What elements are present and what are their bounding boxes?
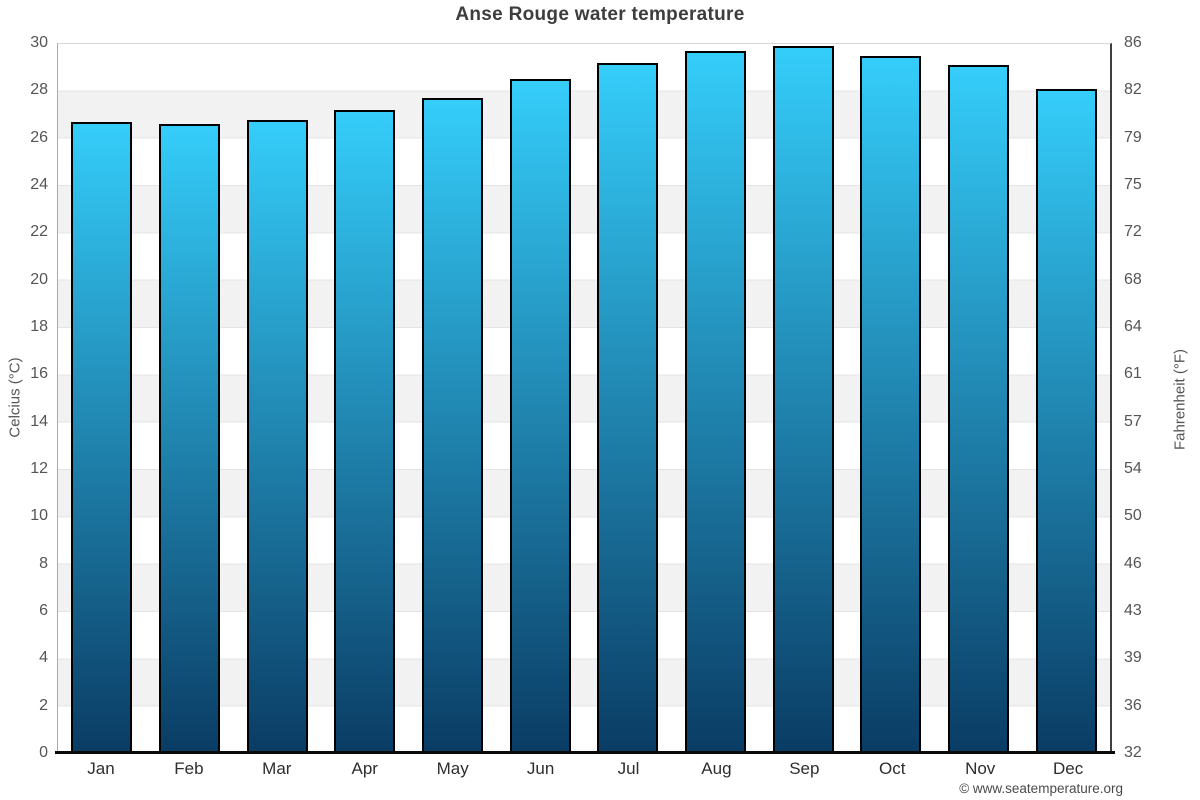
bar-jan[interactable] <box>71 122 133 753</box>
x-axis-line <box>55 751 1115 754</box>
y-tick-celsius-0: 0 <box>39 744 48 761</box>
y-tick-fahrenheit-32: 32 <box>1124 744 1142 761</box>
y-tick-celsius-24: 24 <box>30 176 48 193</box>
bar-mar[interactable] <box>246 119 308 753</box>
bar-aug[interactable] <box>684 51 746 753</box>
bar-feb[interactable] <box>158 124 220 753</box>
y-tick-celsius-10: 10 <box>30 507 48 525</box>
bar-jul[interactable] <box>597 62 659 753</box>
x-tick-apr: Apr <box>351 759 378 778</box>
x-tick-jan: Jan <box>87 759 115 778</box>
y-tick-celsius-6: 6 <box>39 602 48 619</box>
y-tick-fahrenheit-43: 43 <box>1124 602 1142 619</box>
y-tick-celsius-4: 4 <box>39 649 48 667</box>
x-tick-dec: Dec <box>1052 759 1084 778</box>
y-tick-fahrenheit-75: 75 <box>1124 176 1142 193</box>
bar-oct[interactable] <box>860 55 922 753</box>
y-tick-fahrenheit-54: 54 <box>1124 460 1142 477</box>
x-tick-feb: Feb <box>174 759 204 778</box>
y-tick-celsius-8: 8 <box>39 554 48 572</box>
y-tick-celsius-22: 22 <box>30 223 48 241</box>
y-tick-fahrenheit-82: 82 <box>1124 81 1142 99</box>
y-tick-fahrenheit-36: 36 <box>1124 696 1142 714</box>
y-tick-fahrenheit-57: 57 <box>1124 412 1142 430</box>
x-tick-oct: Oct <box>879 759 906 778</box>
y-tick-celsius-2: 2 <box>39 696 48 714</box>
y-tick-fahrenheit-50: 50 <box>1124 507 1142 525</box>
bar-sep[interactable] <box>772 46 834 753</box>
x-tick-nov: Nov <box>965 759 996 778</box>
y-tick-celsius-20: 20 <box>30 270 48 288</box>
y-tick-celsius-16: 16 <box>30 365 48 383</box>
y-tick-celsius-14: 14 <box>30 412 48 430</box>
x-tick-sep: Sep <box>789 759 820 778</box>
bar-dec[interactable] <box>1035 88 1097 753</box>
y-tick-fahrenheit-68: 68 <box>1124 270 1142 288</box>
y-tick-celsius-12: 12 <box>30 460 48 477</box>
x-tick-may: May <box>436 759 469 778</box>
y-tick-celsius-28: 28 <box>30 81 48 99</box>
bar-jun[interactable] <box>509 79 571 753</box>
y-tick-celsius-26: 26 <box>30 128 48 146</box>
y-tick-fahrenheit-86: 86 <box>1124 34 1142 51</box>
bar-apr[interactable] <box>334 110 396 753</box>
plot-area <box>57 43 1112 753</box>
y-tick-celsius-18: 18 <box>30 318 48 335</box>
y-tick-fahrenheit-39: 39 <box>1124 649 1142 667</box>
x-axis-labels: Jan Feb Mar Apr May Jun Jul Aug Sep Oct Nov Dec <box>57 758 1112 782</box>
y-axis-title-fahrenheit: Fahrenheit (°F) <box>1171 348 1189 451</box>
y-tick-fahrenheit-61: 61 <box>1124 365 1142 383</box>
x-tick-mar: Mar <box>262 759 292 778</box>
y-tick-celsius-30: 30 <box>30 34 48 51</box>
y-axis-title-celsius: Celcius (°C) <box>6 357 24 438</box>
y-tick-fahrenheit-72: 72 <box>1124 223 1142 241</box>
chart-title: Anse Rouge water temperature <box>455 4 745 25</box>
y-tick-fahrenheit-64: 64 <box>1124 318 1142 335</box>
x-tick-jun: Jun <box>526 759 555 778</box>
x-tick-aug: Aug <box>701 759 732 778</box>
bar-may[interactable] <box>421 98 483 753</box>
y-tick-fahrenheit-46: 46 <box>1124 554 1142 572</box>
copyright-watermark: © www.seatemperature.org <box>959 781 1123 796</box>
y-tick-fahrenheit-79: 79 <box>1124 128 1142 146</box>
x-tick-jul: Jul <box>617 759 640 778</box>
bar-nov[interactable] <box>947 65 1009 753</box>
